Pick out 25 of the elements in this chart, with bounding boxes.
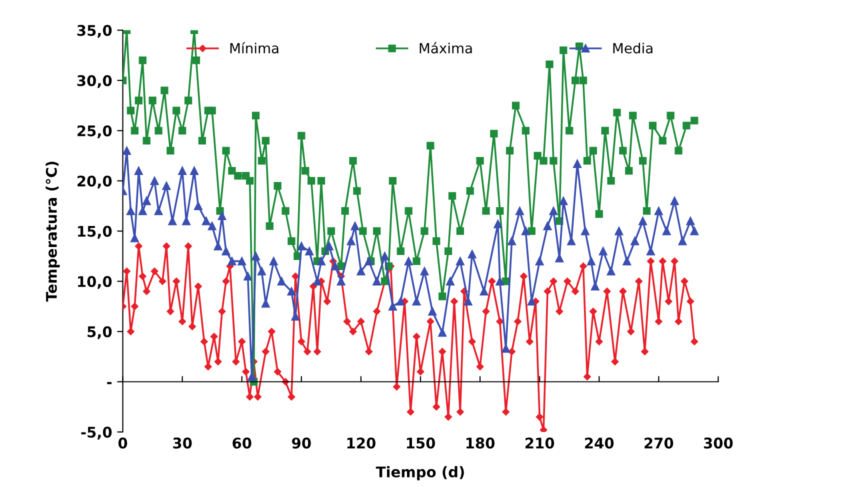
y-tick-label: 35,0: [77, 24, 112, 38]
y-tick-label: 15,0: [78, 226, 112, 239]
y-tick-label: 30,0: [77, 75, 112, 88]
x-tick-label: 120: [347, 438, 376, 449]
y-tick-label: -5,0: [81, 426, 112, 440]
x-tick-label: 180: [466, 438, 495, 449]
x-tick-label: 300: [704, 438, 733, 449]
x-tick-label: 240: [585, 438, 614, 449]
x-tick-label: 30: [173, 438, 192, 449]
x-axis-title: Tiempo (d): [376, 466, 464, 480]
y-axis-title: Temperatura (°C): [46, 162, 60, 302]
x-tick-label: 210: [526, 438, 554, 449]
legend-label: Mínima: [230, 42, 278, 54]
x-tick-label: 150: [406, 438, 436, 449]
y-tick-label: 10,0: [78, 276, 112, 289]
x-tick-label: 60: [232, 438, 252, 449]
y-tick-label: 20,0: [78, 176, 112, 188]
legend-label: Máxima: [420, 42, 472, 54]
x-tick-label: 270: [644, 438, 674, 449]
legend-label: Media: [613, 42, 652, 54]
y-tick-label: 25,0: [78, 125, 112, 138]
x-tick-label: 0: [118, 438, 128, 449]
x-tick-label: 90: [292, 438, 311, 449]
y-tick-label: 5,0: [88, 326, 112, 340]
y-tick-label: -: [107, 382, 112, 384]
